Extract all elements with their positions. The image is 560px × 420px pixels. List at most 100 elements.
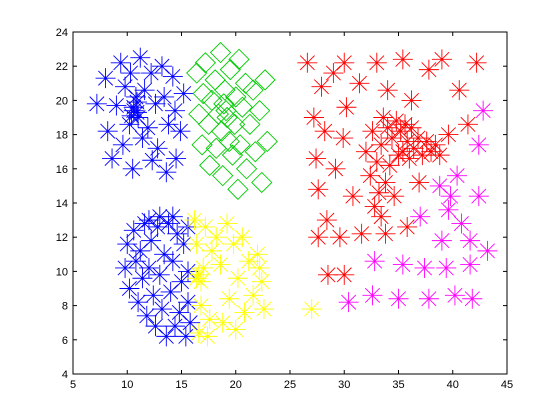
data-point — [130, 47, 151, 68]
series-3 — [338, 100, 498, 313]
series-5 — [184, 210, 322, 347]
data-point — [412, 145, 433, 166]
data-point — [468, 134, 489, 155]
series-2 — [297, 49, 487, 285]
data-point — [429, 145, 450, 166]
y-tick-label: 4 — [62, 369, 68, 381]
y-tick-label: 6 — [62, 335, 68, 347]
data-point — [297, 52, 318, 73]
data-point — [147, 138, 168, 159]
data-point — [239, 113, 261, 135]
data-point — [115, 257, 136, 278]
data-point — [162, 66, 183, 87]
data-point — [460, 230, 481, 251]
data-point — [214, 79, 236, 101]
data-point — [440, 186, 461, 207]
data-point — [186, 268, 207, 289]
data-point — [112, 134, 133, 155]
data-point — [180, 312, 201, 333]
data-point — [136, 305, 157, 326]
data-point — [364, 251, 385, 272]
data-point — [227, 268, 248, 289]
data-point — [199, 154, 221, 177]
data-point — [349, 73, 370, 94]
data-point — [392, 49, 413, 70]
data-point — [209, 41, 232, 64]
data-point — [466, 52, 487, 73]
data-point — [151, 299, 172, 320]
data-point — [243, 285, 264, 306]
data-point — [106, 95, 127, 116]
data-point — [338, 292, 359, 313]
data-point — [333, 128, 354, 149]
data-point — [468, 186, 489, 207]
data-point — [366, 151, 387, 172]
data-point — [477, 240, 498, 261]
data-point — [192, 82, 214, 105]
data-point — [234, 302, 255, 323]
data-point — [388, 288, 409, 309]
data-point — [137, 117, 158, 138]
data-point — [156, 162, 177, 183]
data-point — [409, 172, 430, 193]
y-tick-label: 12 — [56, 232, 68, 244]
data-point — [95, 68, 116, 89]
data-point — [342, 186, 363, 207]
data-point — [142, 150, 163, 171]
data-point — [171, 271, 192, 292]
data-point — [219, 288, 240, 309]
data-point — [301, 299, 322, 320]
data-point — [175, 326, 196, 347]
x-tick-label: 25 — [284, 379, 296, 391]
data-point — [253, 299, 274, 320]
data-point — [390, 121, 411, 142]
data-point — [410, 206, 431, 227]
data-point — [162, 251, 183, 272]
data-point — [143, 285, 164, 306]
data-point — [170, 121, 191, 142]
data-point — [223, 234, 244, 255]
data-point — [371, 206, 392, 227]
data-point — [314, 121, 335, 142]
data-point — [308, 179, 329, 200]
data-point — [130, 240, 151, 261]
data-point — [210, 254, 231, 275]
data-point — [162, 206, 183, 227]
data-point — [97, 121, 118, 142]
data-point — [386, 110, 407, 131]
data-point — [186, 234, 207, 255]
data-point — [401, 117, 422, 138]
data-point — [164, 100, 185, 121]
data-point — [128, 292, 149, 313]
data-point — [431, 230, 452, 251]
x-tick-label: 35 — [392, 379, 404, 391]
data-point — [234, 72, 257, 94]
data-point — [213, 93, 235, 115]
x-tick-label: 30 — [338, 379, 350, 391]
data-point — [191, 134, 213, 156]
data-point — [110, 52, 131, 73]
series-4 — [115, 206, 201, 347]
data-point — [362, 121, 383, 142]
y-tick-label: 24 — [56, 27, 68, 39]
data-point — [166, 148, 187, 169]
data-point — [317, 264, 338, 285]
data-point — [173, 234, 194, 255]
data-point — [306, 148, 327, 169]
data-point — [154, 86, 175, 107]
data-point — [186, 62, 208, 84]
data-point — [323, 63, 344, 84]
data-point — [188, 264, 209, 285]
data-point — [149, 206, 170, 227]
data-point — [395, 114, 416, 135]
data-point — [125, 86, 146, 107]
data-point — [329, 227, 350, 248]
x-tick-label: 45 — [501, 379, 513, 391]
data-point — [127, 102, 148, 123]
data-point — [364, 196, 385, 217]
x-tick-label: 40 — [447, 379, 459, 391]
y-tick-label: 8 — [62, 301, 68, 313]
data-point — [123, 220, 144, 241]
data-point — [444, 285, 465, 306]
